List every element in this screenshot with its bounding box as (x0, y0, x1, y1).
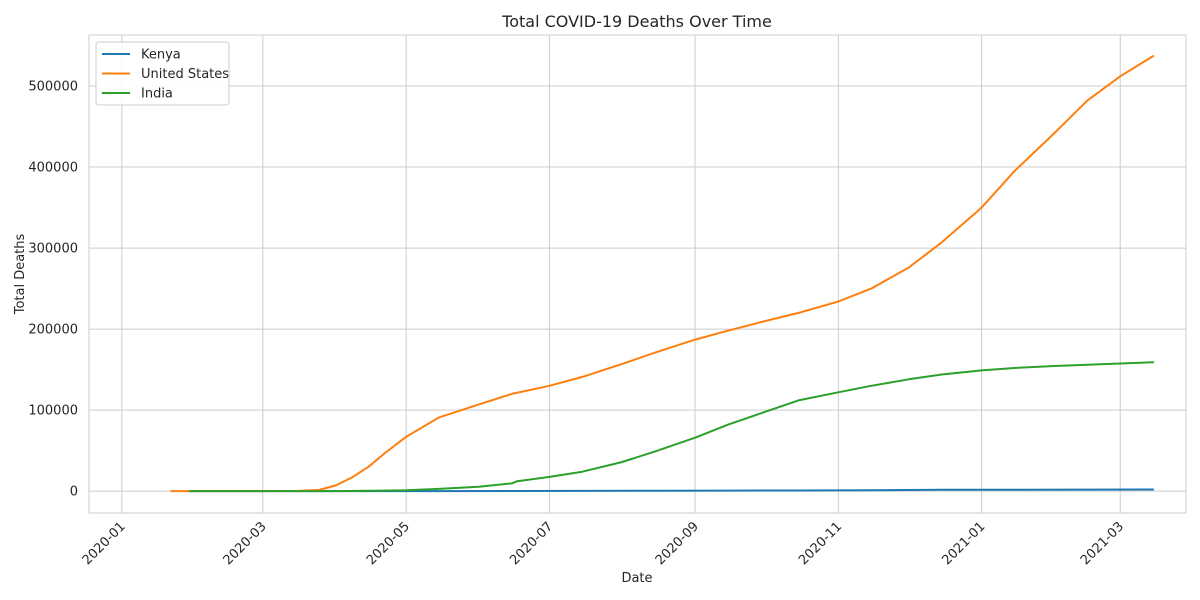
plot-frame (88, 34, 1187, 514)
y-axis-ticks: 0 100000 200000 300000 400000 500000 (28, 80, 78, 500)
y-tick-label: 300000 (28, 242, 78, 257)
y-axis-label: Total Deaths (13, 233, 28, 315)
legend-box (95, 41, 230, 106)
series-lines (170, 55, 1155, 493)
series-line-india (189, 361, 1155, 493)
series-line-united-states (170, 55, 1155, 493)
x-axis-label: Date (621, 571, 652, 586)
y-tick-label: 200000 (28, 323, 78, 338)
legend-entry: Kenya (141, 48, 181, 63)
y-tick-label: 100000 (28, 404, 78, 419)
y-tick-label: 0 (70, 485, 78, 500)
chart-title: Total COVID-19 Deaths Over Time (501, 12, 772, 31)
legend-entry: United States (141, 67, 229, 82)
y-tick-label: 500000 (28, 80, 78, 95)
legend: Kenya United States India (95, 41, 230, 106)
y-tick-label: 400000 (28, 161, 78, 176)
legend-entry: India (141, 87, 173, 102)
